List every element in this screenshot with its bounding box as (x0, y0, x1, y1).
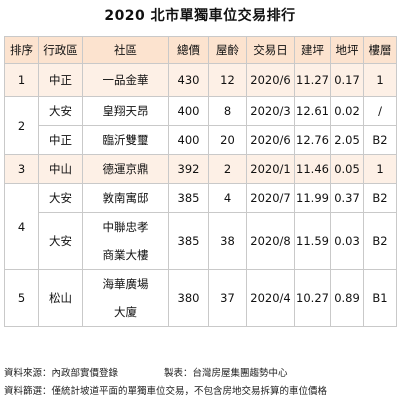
price-cell: 430 (168, 63, 209, 97)
community-cell: 敦南寓邸 (82, 183, 169, 213)
district-cell: 大安 (38, 212, 83, 270)
age-cell: 4 (208, 183, 247, 213)
land-area-cell: 2.05 (330, 125, 364, 155)
age-cell: 8 (208, 96, 247, 126)
price-cell: 400 (168, 96, 209, 126)
age-cell: 38 (208, 212, 247, 270)
community-line: 中聯忠孝 (102, 220, 149, 234)
floor-cell: B2 (363, 183, 397, 213)
rank-cell: 2 (4, 96, 39, 155)
age-cell: 20 (208, 125, 247, 155)
date-cell: 2020/1 (246, 154, 295, 184)
age-cell: 12 (208, 63, 247, 97)
column-header: 行政區 (38, 36, 83, 64)
building-area-cell: 11.27 (294, 63, 331, 97)
floor-cell: 1 (363, 63, 397, 97)
column-header: 建坪 (294, 36, 331, 64)
table-row: 4 大安 敦南寓邸 385 4 2020/7 11.99 0.37 B2 (4, 183, 397, 270)
filter-note: 資料篩選：僅統計坡道平面的單獨車位交易，不包含房地交易拆算的車位價格 (4, 386, 328, 397)
community-line: 大廈 (114, 305, 137, 319)
table-title: 2020 北市單獨車位交易排行 (104, 8, 296, 24)
floor-cell: B2 (363, 125, 397, 155)
table-row: 大安 中聯忠孝 商業大樓 385 38 2020/8 11.59 0.03 B2 (4, 212, 397, 270)
building-area-cell: 11.99 (294, 183, 331, 213)
column-header: 總價 (168, 36, 209, 64)
date-cell: 2020/4 (246, 269, 295, 327)
floor-cell: / (363, 96, 397, 126)
date-cell: 2020/6 (246, 63, 295, 97)
price-cell: 385 (168, 212, 209, 270)
table-row: 3 中山 德運京鼎 392 2 2020/1 11.46 0.05 1 (4, 154, 397, 184)
price-cell: 385 (168, 183, 209, 213)
rank-cell: 1 (4, 63, 39, 97)
building-area-cell: 12.76 (294, 125, 331, 155)
column-header: 樓層 (363, 36, 397, 64)
column-header: 排序 (4, 36, 39, 64)
land-area-cell: 0.17 (330, 63, 364, 97)
ranking-table: 排序 行政區 社區 總價 屋齡 交易日 建坪 地坪 樓層 1 中正 一品金華 4… (4, 36, 397, 327)
land-area-cell: 0.89 (330, 269, 364, 327)
building-area-cell: 11.59 (294, 212, 331, 270)
community-line: 商業大樓 (102, 248, 149, 262)
community-cell: 海華廣場 大廈 (82, 269, 169, 327)
land-area-cell: 0.02 (330, 96, 364, 126)
district-cell: 中正 (38, 125, 83, 155)
header-row: 排序 行政區 社區 總價 屋齡 交易日 建坪 地坪 樓層 (4, 36, 397, 64)
price-cell: 380 (168, 269, 209, 327)
community-cell: 臨沂雙璽 (82, 125, 169, 155)
district-cell: 大安 (38, 183, 83, 213)
land-area-cell: 0.37 (330, 183, 364, 213)
community-line: 海華廣場 (102, 277, 149, 291)
rank-cell: 3 (4, 154, 39, 184)
building-area-cell: 10.27 (294, 269, 331, 327)
table-row: 5 松山 海華廣場 大廈 380 37 2020/4 10.27 0.89 B1 (4, 269, 397, 327)
floor-cell: B1 (363, 269, 397, 327)
community-cell: 中聯忠孝 商業大樓 (82, 212, 169, 270)
table-row: 中正 臨沂雙璽 400 20 2020/6 12.76 2.05 B2 (4, 125, 397, 155)
source-text: 資料來源：內政部實價登錄 (4, 368, 119, 379)
building-area-cell: 12.61 (294, 96, 331, 126)
floor-cell: B2 (363, 212, 397, 270)
rank-cell: 4 (4, 183, 39, 270)
rank-cell: 5 (4, 269, 39, 327)
community-cell: 德運京鼎 (82, 154, 169, 184)
price-cell: 400 (168, 125, 209, 155)
district-cell: 松山 (38, 269, 83, 327)
community-cell: 皇翔天昂 (82, 96, 169, 126)
date-cell: 2020/7 (246, 183, 295, 213)
source-note: 資料來源：內政部實價登錄 製表：台灣房屋集團趨勢中心 (4, 365, 288, 379)
district-cell: 中正 (38, 63, 83, 97)
column-header: 交易日 (246, 36, 295, 64)
table-row: 2 大安 皇翔天昂 400 8 2020/3 12.61 0.02 / (4, 96, 397, 155)
producer-text: 製表：台灣房屋集團趨勢中心 (164, 368, 288, 379)
community-cell: 一品金華 (82, 63, 169, 97)
date-cell: 2020/6 (246, 125, 295, 155)
land-area-cell: 0.05 (330, 154, 364, 184)
age-cell: 2 (208, 154, 247, 184)
district-cell: 中山 (38, 154, 83, 184)
age-cell: 37 (208, 269, 247, 327)
date-cell: 2020/8 (246, 212, 295, 270)
date-cell: 2020/3 (246, 96, 295, 126)
price-cell: 392 (168, 154, 209, 184)
column-header: 社區 (82, 36, 169, 64)
column-header: 屋齡 (208, 36, 247, 64)
building-area-cell: 11.46 (294, 154, 331, 184)
column-header: 地坪 (330, 36, 364, 64)
district-cell: 大安 (38, 96, 83, 126)
floor-cell: 1 (363, 154, 397, 184)
table-row: 1 中正 一品金華 430 12 2020/6 11.27 0.17 1 (4, 63, 397, 97)
land-area-cell: 0.03 (330, 212, 364, 270)
